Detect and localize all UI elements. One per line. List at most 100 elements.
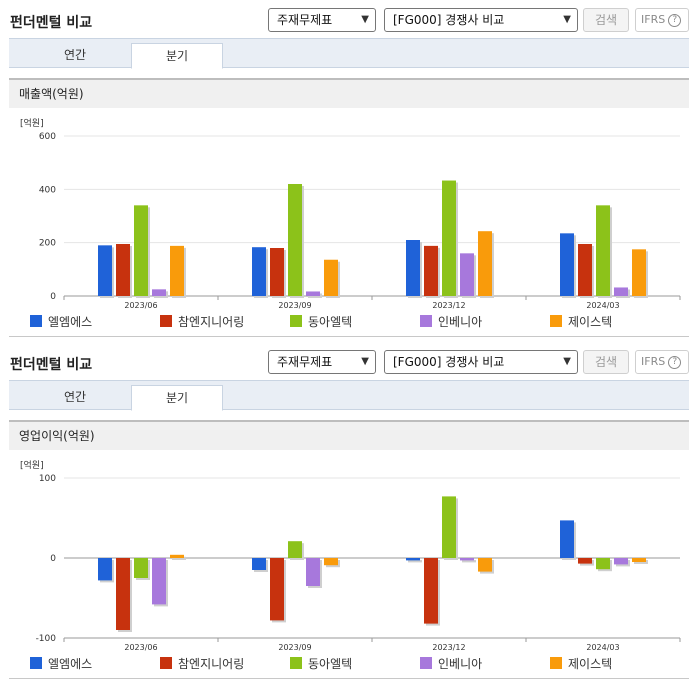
bar[interactable] xyxy=(424,245,438,296)
bar-shadow xyxy=(462,560,476,563)
y-tick-label: 200 xyxy=(39,239,56,249)
bar[interactable] xyxy=(460,253,474,296)
report-type-select[interactable]: 주재무제표 ▼ xyxy=(268,350,376,374)
chevron-down-icon: ▼ xyxy=(361,356,369,367)
bar[interactable] xyxy=(170,554,184,558)
bar[interactable] xyxy=(270,558,284,621)
legend-item[interactable]: 참엔지니어링 xyxy=(160,655,244,671)
y-axis-unit: [억원] xyxy=(20,119,44,129)
bar[interactable] xyxy=(560,520,574,558)
bar[interactable] xyxy=(578,558,592,564)
help-icon: ? xyxy=(668,355,682,369)
legend-label: 인베니아 xyxy=(438,315,483,329)
bar[interactable] xyxy=(288,184,302,296)
bar[interactable] xyxy=(596,205,610,296)
legend-swatch xyxy=(30,315,42,327)
x-tick-label: 2023/06 xyxy=(124,301,157,310)
bar[interactable] xyxy=(134,205,148,296)
bar[interactable] xyxy=(306,558,320,586)
bar[interactable] xyxy=(406,240,420,296)
x-tick-label: 2023/06 xyxy=(124,643,157,652)
legend-swatch xyxy=(160,315,172,327)
report-type-select[interactable]: 주재무제표 ▼ xyxy=(268,8,376,32)
x-tick-label: 2023/12 xyxy=(432,643,465,652)
legend-item[interactable]: 동아엘텍 xyxy=(290,313,352,329)
legend-item[interactable]: 엘엠에스 xyxy=(30,313,92,329)
bar[interactable] xyxy=(152,558,166,605)
bar[interactable] xyxy=(270,248,284,296)
peer-group-value: [FG000] 경쟁사 비교 xyxy=(393,355,505,369)
legend-label: 인베니아 xyxy=(438,657,483,671)
y-tick-label: 0 xyxy=(50,292,56,302)
legend-item[interactable]: 동아엘텍 xyxy=(290,655,352,671)
x-tick-label: 2023/09 xyxy=(278,301,311,310)
peer-group-select[interactable]: [FG000] 경쟁사 비교 ▼ xyxy=(384,350,578,374)
y-tick-label: 0 xyxy=(50,554,56,564)
legend-item[interactable]: 제이스텍 xyxy=(550,655,612,671)
report-type-value: 주재무제표 xyxy=(277,355,333,369)
legend-item[interactable]: 인베니아 xyxy=(420,655,482,671)
bar[interactable] xyxy=(134,558,148,578)
bar[interactable] xyxy=(478,231,492,296)
legend-label: 제이스텍 xyxy=(568,315,613,329)
tab-quarterly[interactable]: 분기 xyxy=(131,385,223,411)
panel-title: 펀더멘털 비교 xyxy=(10,357,93,373)
legend-label: 동아엘텍 xyxy=(308,315,353,329)
revenue-bar-chart: 0 200 400 600 2023/06 2023/09 2023/12 2024/03 xyxy=(39,132,681,310)
ifrs-label: IFRS xyxy=(641,355,666,368)
bar[interactable] xyxy=(596,558,610,570)
ifrs-button[interactable]: IFRS? xyxy=(635,350,689,374)
y-tick-label: 100 xyxy=(39,474,56,484)
bar[interactable] xyxy=(116,244,130,296)
legend-item[interactable]: 엘엠에스 xyxy=(30,655,92,671)
bar[interactable] xyxy=(252,558,266,570)
peer-group-select[interactable]: [FG000] 경쟁사 비교 ▼ xyxy=(384,8,578,32)
search-button[interactable]: 검색 xyxy=(583,8,629,32)
bar[interactable] xyxy=(578,244,592,296)
period-tabs: 연간 분기 xyxy=(9,38,689,69)
bar[interactable] xyxy=(98,558,112,581)
operating-profit-bar-chart: -100 0 100 2023/06 2023/09 2023/12 2024/03 xyxy=(36,474,681,652)
section-title: 영업이익(억원) xyxy=(9,420,689,450)
bar[interactable] xyxy=(288,541,302,558)
tab-quarterly[interactable]: 분기 xyxy=(131,43,223,69)
bar[interactable] xyxy=(252,247,266,296)
bar[interactable] xyxy=(478,558,492,572)
legend-label: 엘엠에스 xyxy=(48,315,93,329)
report-type-value: 주재무제표 xyxy=(277,13,333,27)
bar[interactable] xyxy=(116,558,130,630)
bar[interactable] xyxy=(442,496,456,558)
ifrs-button[interactable]: IFRS? xyxy=(635,8,689,32)
panel-title: 펀더멘털 비교 xyxy=(10,15,93,31)
tab-annual[interactable]: 연간 xyxy=(63,48,87,62)
bar[interactable] xyxy=(614,287,628,296)
bar[interactable] xyxy=(460,558,474,561)
legend-item[interactable]: 참엔지니어링 xyxy=(160,313,244,329)
ifrs-label: IFRS xyxy=(641,13,666,26)
section-title: 매출액(억원) xyxy=(9,78,689,108)
bar[interactable] xyxy=(560,233,574,296)
bar[interactable] xyxy=(632,558,646,562)
x-tick-label: 2023/09 xyxy=(278,643,311,652)
bar[interactable] xyxy=(170,245,184,296)
bar[interactable] xyxy=(152,289,166,296)
legend-item[interactable]: 제이스텍 xyxy=(550,313,612,329)
legend-swatch xyxy=(550,657,562,669)
bar[interactable] xyxy=(614,558,628,565)
bar[interactable] xyxy=(424,558,438,624)
tab-annual[interactable]: 연간 xyxy=(63,390,87,404)
bar[interactable] xyxy=(306,291,320,296)
legend-item[interactable]: 인베니아 xyxy=(420,313,482,329)
search-button[interactable]: 검색 xyxy=(583,350,629,374)
period-tabs: 연간 분기 xyxy=(9,380,689,411)
bar[interactable] xyxy=(632,249,646,296)
legend-swatch xyxy=(420,315,432,327)
chevron-down-icon: ▼ xyxy=(563,356,571,367)
bar[interactable] xyxy=(406,558,420,561)
bar[interactable] xyxy=(98,245,112,296)
bar-shadow xyxy=(172,556,186,560)
bar[interactable] xyxy=(324,259,338,296)
bar[interactable] xyxy=(442,180,456,296)
bar[interactable] xyxy=(324,558,338,566)
legend-swatch xyxy=(290,315,302,327)
